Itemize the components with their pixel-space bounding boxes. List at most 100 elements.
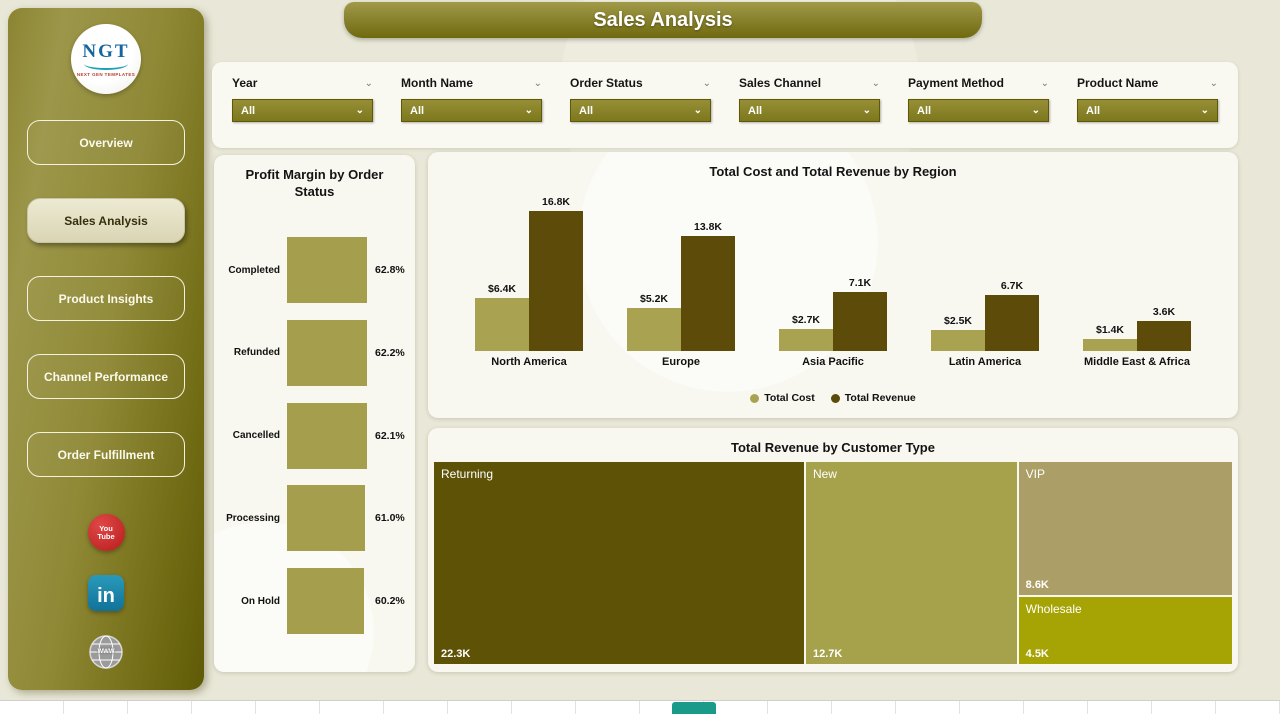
- ngt-logo: NGT NEXT GEN TEMPLATES: [71, 24, 141, 94]
- sidebar-item-product-insights[interactable]: Product Insights: [27, 276, 185, 321]
- treemap-cell-name: VIP: [1025, 467, 1045, 481]
- sidebar-item-channel-performance[interactable]: Channel Performance: [27, 354, 185, 399]
- profit-bar-processing[interactable]: [287, 485, 366, 552]
- chevron-down-icon: ⌄: [1200, 105, 1209, 116]
- treemap-panel: Total Revenue by Customer Type Returning…: [428, 428, 1238, 672]
- filter-selected-value: All: [1086, 104, 1101, 117]
- chevron-down-icon[interactable]: ⌄: [1040, 77, 1049, 89]
- profit-bar-refunded[interactable]: [287, 319, 367, 386]
- profit-category-label: Completed: [228, 264, 280, 276]
- total-revenue-bar-asia-pacific[interactable]: 7.1K: [833, 277, 887, 351]
- total-revenue-bar-europe[interactable]: 13.8K: [681, 221, 735, 351]
- bar-value-label: 3.6K: [1152, 306, 1176, 318]
- total-cost-bar-asia-pacific[interactable]: $2.7K: [779, 314, 833, 351]
- bar-value-label: $2.7K: [791, 313, 821, 326]
- chevron-down-icon[interactable]: ⌄: [364, 77, 373, 89]
- filter-label: Sales Channel: [739, 76, 822, 90]
- region-group-middle-east-africa: $1.4K 3.6K Middle East & Africa: [1062, 201, 1212, 368]
- filter-month-name: Month Name ⌄ All ⌄: [401, 76, 542, 148]
- social-links: You Tube in WWW: [8, 514, 204, 669]
- filter-dropdown-sales-channel[interactable]: All ⌄: [739, 99, 880, 122]
- total-revenue-bar-north-america[interactable]: 16.8K: [529, 196, 583, 351]
- filter-label: Month Name: [401, 76, 473, 90]
- sidebar-item-overview[interactable]: Overview: [27, 120, 185, 165]
- profit-category-label: On Hold: [241, 595, 280, 607]
- total-cost-bar-europe[interactable]: $5.2K: [627, 293, 681, 351]
- treemap-cell-returning[interactable]: Returning 22.3K: [434, 462, 804, 664]
- profit-value-label: 62.1%: [375, 429, 405, 442]
- legend-item-total-revenue[interactable]: Total Revenue: [830, 392, 916, 404]
- treemap-cell-value: 4.5K: [1025, 648, 1049, 660]
- filter-header: Product Name ⌄: [1077, 76, 1218, 90]
- region-chart-panel: Total Cost and Total Revenue by Region $…: [428, 152, 1238, 418]
- chevron-down-icon: ⌄: [355, 105, 364, 116]
- profit-bar-track: [287, 402, 369, 469]
- treemap-column: VIP 8.6K Wholesale 4.5K: [1018, 462, 1232, 664]
- region-category-label: Asia Pacific: [802, 356, 864, 368]
- legend-dot-icon: [750, 393, 760, 403]
- profit-value-label: 60.2%: [375, 595, 405, 607]
- chevron-down-icon: ⌄: [524, 105, 533, 116]
- website-globe-icon[interactable]: WWW: [89, 635, 123, 669]
- treemap-cell-new[interactable]: New 12.7K: [805, 462, 1017, 664]
- region-category-label: North America: [491, 356, 567, 368]
- sidebar-item-sales-analysis[interactable]: Sales Analysis: [27, 198, 185, 243]
- region-group-europe: $5.2K 13.8K Europe: [606, 201, 756, 368]
- chevron-down-icon[interactable]: ⌄: [702, 77, 711, 89]
- filter-selected-value: All: [917, 104, 932, 117]
- filter-header: Year ⌄: [232, 76, 373, 90]
- chevron-down-icon: ⌄: [693, 105, 702, 116]
- profit-bar-completed[interactable]: [287, 237, 368, 303]
- linkedin-icon-text: in: [97, 585, 115, 607]
- globe-graphic: [89, 635, 123, 669]
- treemap-cell-value: 8.6K: [1025, 578, 1049, 591]
- filter-dropdown-payment-method[interactable]: All ⌄: [908, 99, 1049, 122]
- bar-pair: $1.4K 3.6K: [1083, 201, 1191, 351]
- profit-bar-on-hold[interactable]: [287, 568, 365, 634]
- bar-pair: $2.7K 7.1K: [779, 201, 887, 351]
- filter-bar: Year ⌄ All ⌄ Month Name ⌄ All ⌄ Order Status ⌄ All…: [212, 62, 1238, 148]
- profit-category-label: Processing: [226, 512, 280, 524]
- total-revenue-bar-latin-america[interactable]: 6.7K: [985, 280, 1039, 351]
- total-cost-bar-north-america[interactable]: $6.4K: [475, 283, 529, 351]
- bar-value-label: $5.2K: [639, 292, 669, 305]
- sidebar: NGT NEXT GEN TEMPLATES Overview Sales Ana…: [8, 8, 204, 690]
- bar-value-label: 16.8K: [541, 196, 571, 208]
- profit-bar-cancelled[interactable]: [287, 402, 367, 469]
- profit-row-cancelled: Cancelled 62.1%: [224, 402, 407, 469]
- region-group-asia-pacific: $2.7K 7.1K Asia Pacific: [758, 201, 908, 368]
- linkedin-icon[interactable]: in: [88, 575, 124, 611]
- legend-item-total-cost[interactable]: Total Cost: [750, 392, 815, 404]
- logo-text: NGT: [82, 41, 130, 62]
- treemap-cell-name: New: [812, 467, 837, 481]
- chevron-down-icon[interactable]: ⌄: [1209, 77, 1218, 89]
- profit-value-label: 62.2%: [375, 346, 405, 359]
- bar-value-label: $6.4K: [487, 282, 517, 295]
- filter-sales-channel: Sales Channel ⌄ All ⌄: [739, 76, 880, 148]
- filter-dropdown-year[interactable]: All ⌄: [232, 99, 373, 122]
- profit-bar-track: [287, 237, 369, 303]
- chevron-down-icon[interactable]: ⌄: [871, 77, 880, 89]
- region-category-label: Latin America: [948, 356, 1022, 368]
- treemap-cell-name: Returning: [441, 467, 494, 481]
- profit-margin-chart-panel: Profit Margin by Order Status Completed 6…: [214, 155, 415, 672]
- filter-year: Year ⌄ All ⌄: [232, 76, 373, 148]
- total-cost-bar-latin-america[interactable]: $2.5K: [931, 315, 985, 351]
- total-cost-bar-middle-east-africa[interactable]: $1.4K: [1083, 324, 1137, 351]
- treemap-cell-vip[interactable]: VIP 8.6K: [1018, 462, 1232, 595]
- filter-dropdown-month-name[interactable]: All ⌄: [401, 99, 542, 122]
- chevron-down-icon[interactable]: ⌄: [533, 77, 542, 89]
- treemap-cell-wholesale[interactable]: Wholesale 4.5K: [1018, 596, 1232, 664]
- region-category-label: Middle East & Africa: [1084, 356, 1190, 368]
- total-revenue-bar-middle-east-africa[interactable]: 3.6K: [1137, 306, 1191, 351]
- filter-dropdown-order-status[interactable]: All ⌄: [570, 99, 711, 122]
- filter-dropdown-product-name[interactable]: All ⌄: [1077, 99, 1218, 122]
- legend-dot-icon: [830, 393, 840, 403]
- sidebar-item-order-fulfillment[interactable]: Order Fulfillment: [27, 432, 185, 477]
- youtube-icon[interactable]: You Tube: [87, 514, 125, 551]
- active-page-tab[interactable]: [672, 702, 716, 714]
- chevron-down-icon: ⌄: [862, 105, 871, 116]
- sidebar-nav: Overview Sales Analysis Product Insights Ch…: [8, 120, 204, 477]
- profit-row-processing: Processing 61.0%: [224, 485, 407, 552]
- region-group-north-america: $6.4K 16.8K North America: [454, 196, 604, 368]
